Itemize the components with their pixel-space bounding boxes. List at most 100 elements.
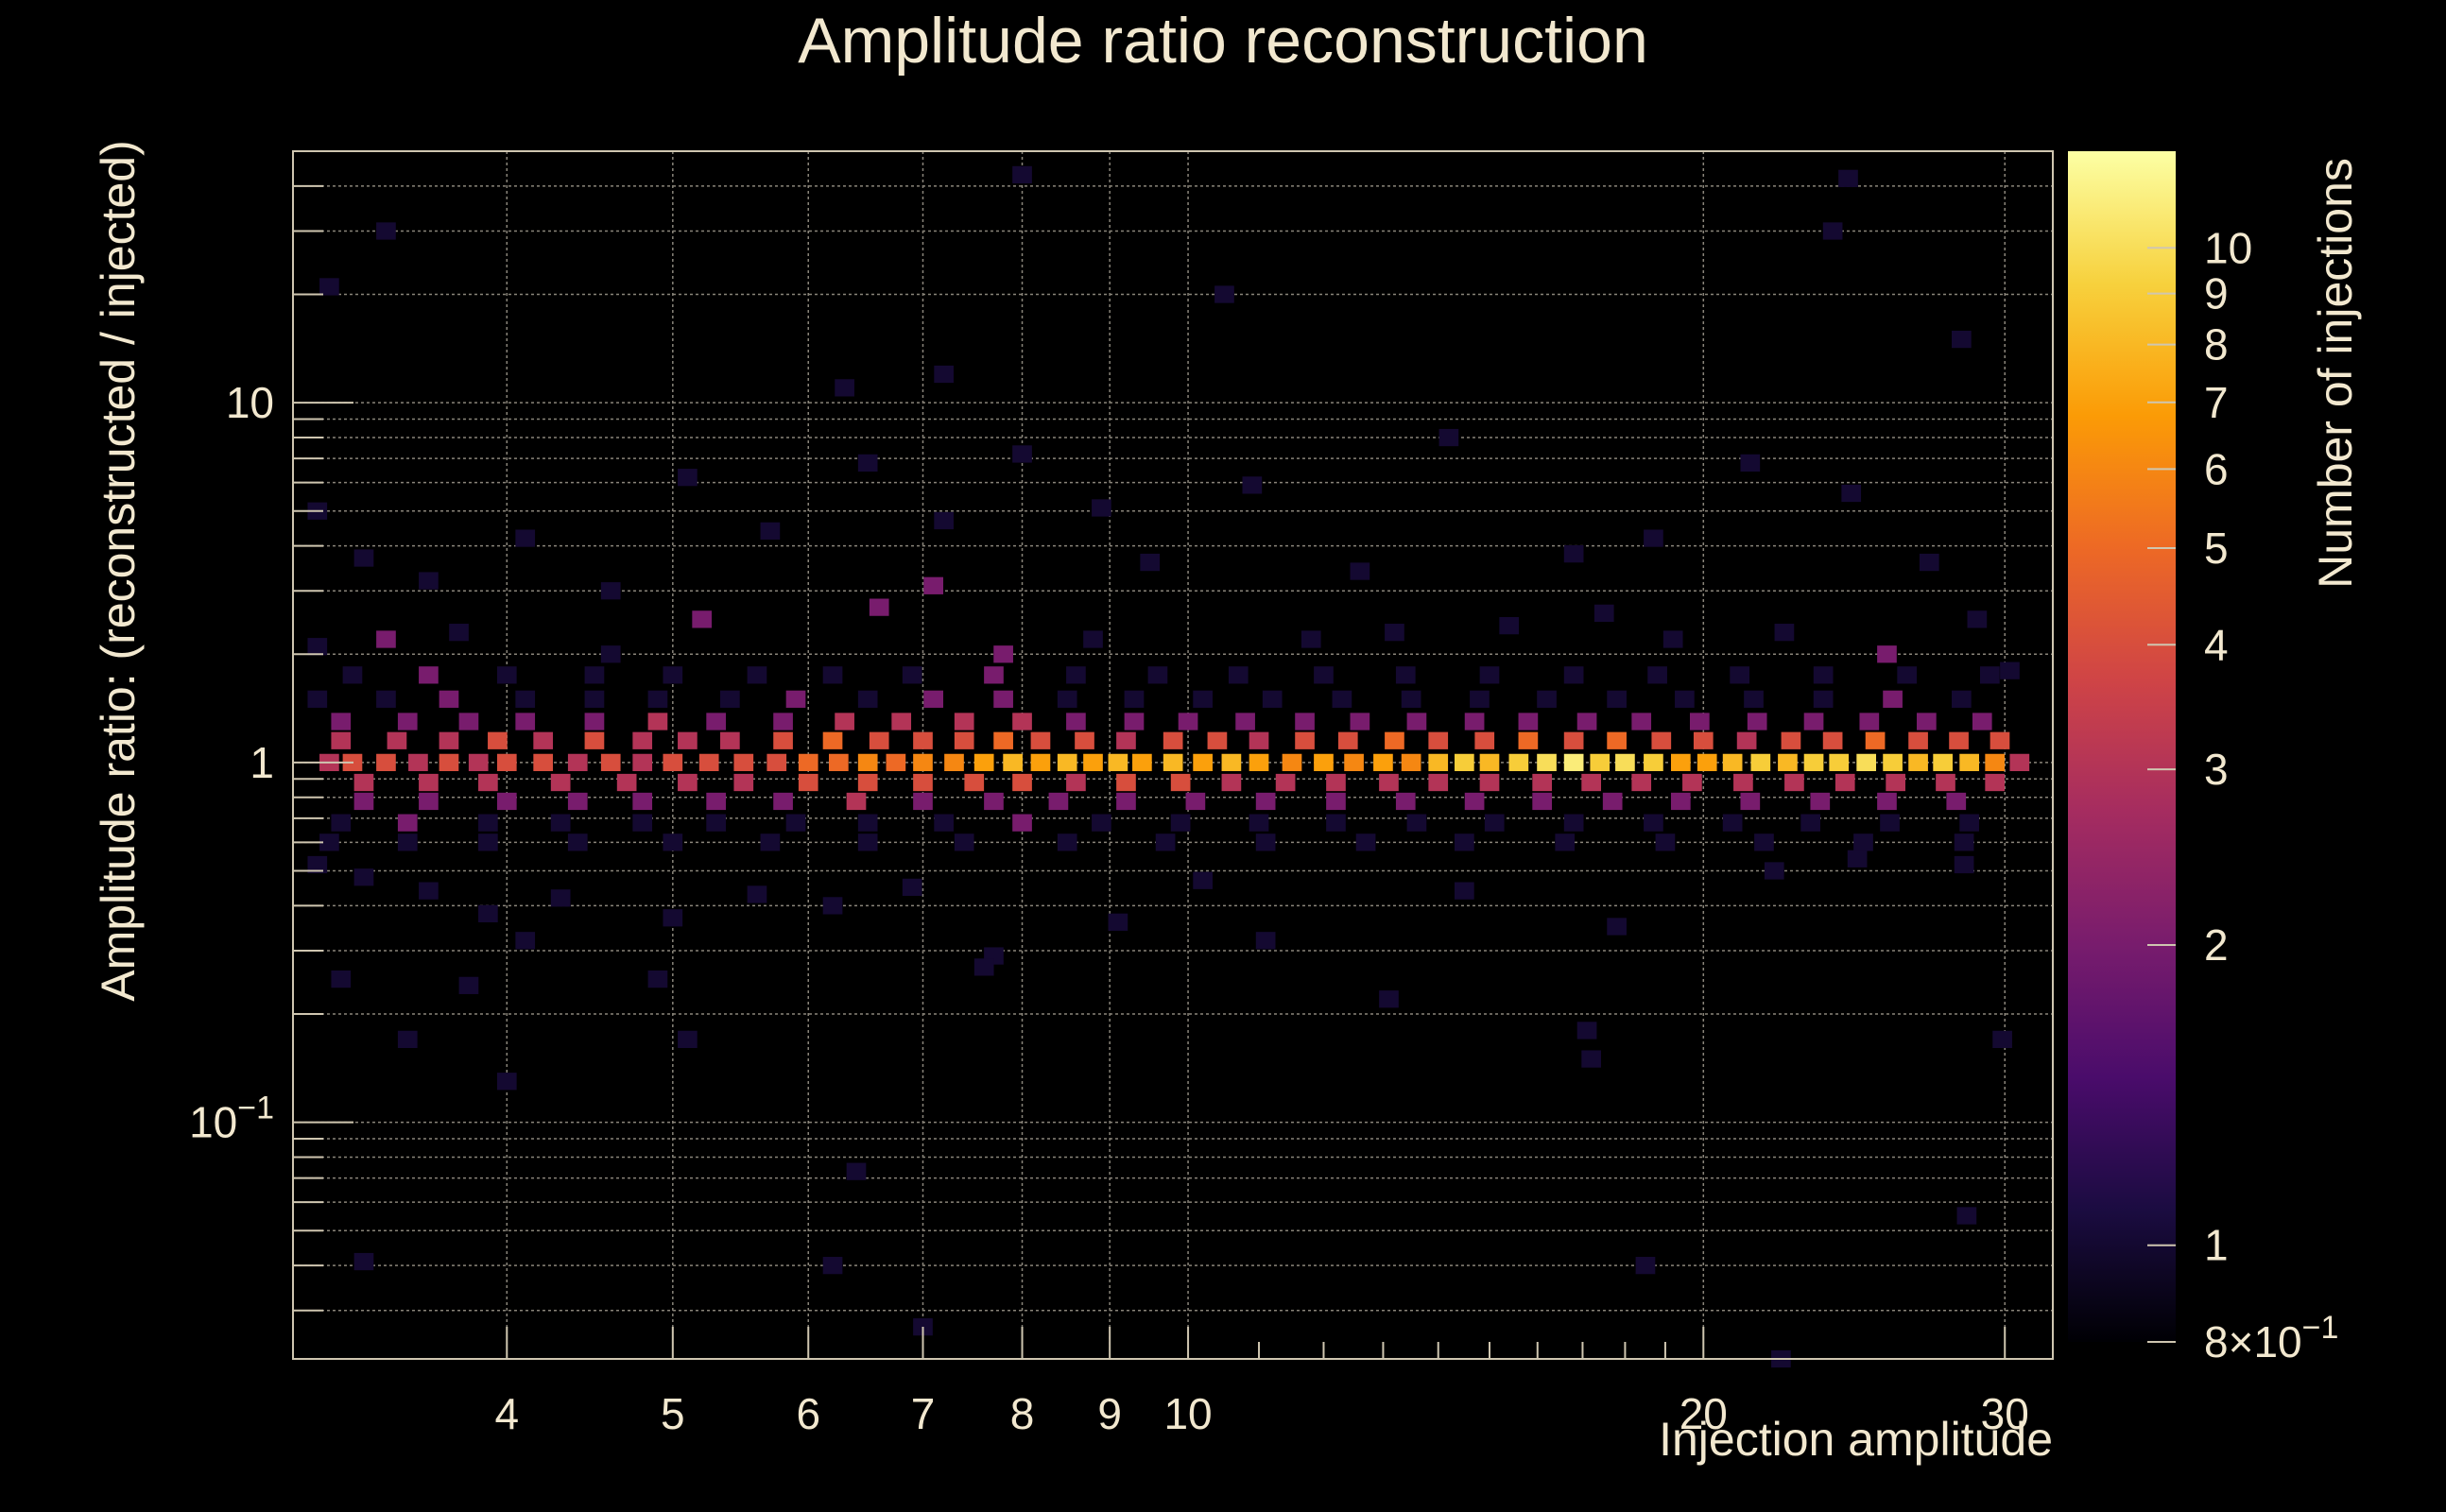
heatmap-cell [1178, 713, 1198, 730]
heatmap-cell [1733, 773, 1753, 792]
heatmap-cell [698, 753, 719, 772]
heatmap-cell [478, 814, 498, 832]
heatmap-cell [1972, 713, 1992, 730]
heatmap-cell [1155, 833, 1176, 851]
heatmap-cell [1326, 792, 1346, 811]
heatmap-cell [1275, 773, 1296, 792]
heatmap-cell [1693, 731, 1714, 749]
heatmap-cell [1877, 645, 1897, 663]
heatmap-cell [632, 792, 653, 811]
heatmap-cell [1350, 713, 1370, 730]
heatmap-cell [353, 792, 374, 811]
heatmap-cell [934, 365, 954, 384]
heatmap-cell [488, 731, 508, 749]
heatmap-cell [993, 645, 1013, 663]
heatmap-cell [1803, 753, 1824, 772]
heatmap-cell [1282, 753, 1302, 772]
heatmap-cell [1030, 731, 1051, 749]
heatmap-cell [1066, 773, 1086, 792]
heatmap-cell [1697, 753, 1717, 772]
x-tick-label: 9 [1097, 1389, 1122, 1438]
heatmap-cell [1822, 222, 1843, 240]
heatmap-cell [822, 897, 843, 915]
heatmap-cell [1954, 833, 1974, 851]
heatmap-cell [1255, 833, 1276, 851]
heatmap-cell [760, 833, 781, 851]
heatmap-cell [1344, 753, 1364, 772]
heatmap-cell [1401, 690, 1421, 708]
heatmap-cell [1048, 792, 1069, 811]
heatmap-cell [419, 773, 439, 792]
heatmap-cell [1722, 814, 1743, 832]
heatmap-cell [1736, 731, 1757, 749]
heatmap-cell [1474, 731, 1495, 749]
heatmap-cell [458, 976, 479, 994]
heatmap-cell [1185, 792, 1206, 811]
colorbar-tick-label: 9 [2204, 269, 2229, 318]
heatmap-cell [934, 814, 954, 832]
y-tick-label: 10 [226, 378, 274, 427]
heatmap-cell [1740, 454, 1761, 472]
heatmap-cell [902, 878, 922, 897]
heatmap-cell [632, 753, 653, 772]
heatmap-cell [1454, 753, 1474, 772]
heatmap-cell [419, 882, 439, 900]
heatmap-cell [567, 792, 588, 811]
heatmap-cell [1607, 731, 1627, 749]
heatmap-cell [1644, 814, 1663, 832]
heatmap-cell [1985, 773, 2006, 792]
heatmap-cell [1228, 666, 1249, 684]
heatmap-cell [1314, 753, 1334, 772]
heatmap-cell [857, 690, 878, 708]
heatmap-cell [632, 731, 653, 749]
heatmap-cell [1464, 713, 1485, 730]
heatmap-cell [1979, 666, 2000, 684]
heatmap-cell [1092, 814, 1111, 832]
heatmap-cell [353, 549, 374, 567]
heatmap-cell [397, 833, 418, 851]
heatmap-cell [973, 753, 994, 772]
heatmap-cell [869, 598, 889, 616]
heatmap-cell [408, 753, 428, 772]
heatmap-cell [1631, 773, 1652, 792]
heatmap-cell [954, 713, 974, 730]
heatmap-cell [550, 889, 571, 907]
heatmap-cell [1563, 731, 1584, 749]
heatmap-cell [331, 970, 352, 988]
heatmap-cells [307, 165, 2030, 1368]
heatmap-cell [1428, 753, 1449, 772]
heatmap-cell [376, 753, 396, 772]
heatmap-cell [1428, 731, 1449, 749]
heatmap-cell [449, 624, 469, 642]
heatmap-cell [397, 1030, 418, 1049]
heatmap-cell [1012, 165, 1032, 184]
heatmap-cell [984, 792, 1004, 811]
heatmap-cell [1116, 773, 1136, 792]
heatmap-cell [1537, 690, 1557, 708]
heatmap-cell [1207, 731, 1228, 749]
heatmap-cell [1438, 428, 1459, 447]
heatmap-cell [1670, 792, 1691, 811]
heatmap-cell [1730, 666, 1750, 684]
heatmap-cell [1800, 814, 1820, 832]
heatmap-cell [1590, 753, 1611, 772]
colorbar-label: Number of injections [2309, 158, 2362, 589]
colorbar-tick-label: 4 [2204, 620, 2229, 669]
heatmap-cell [496, 666, 517, 684]
heatmap-cell [1919, 553, 1939, 572]
colorbar-tick-label: 10 [2204, 223, 2252, 272]
heatmap-cell [1593, 604, 1614, 623]
heatmap-cell [307, 690, 328, 708]
heatmap-cell [678, 773, 698, 792]
heatmap-cell [1954, 855, 1974, 874]
heatmap-cell [857, 454, 878, 472]
heatmap-cell [984, 666, 1004, 684]
heatmap-cell [1607, 690, 1627, 708]
heatmap-cell [706, 713, 726, 730]
heatmap-cell [1262, 690, 1283, 708]
heatmap-cell [934, 511, 954, 530]
heatmap-cell [1235, 713, 1255, 730]
heatmap-cell [1581, 773, 1601, 792]
colorbar-tick-label: 6 [2204, 444, 2229, 493]
heatmap-cell [458, 713, 479, 730]
